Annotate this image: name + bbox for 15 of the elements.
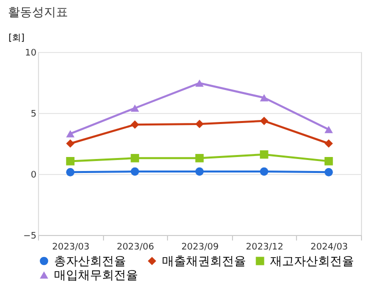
x-tick-label: 2023/09: [181, 242, 219, 252]
y-tick-label: 10: [25, 48, 37, 58]
y-tick-label: 5: [30, 110, 36, 120]
x-tick-label: 2023/03: [52, 242, 90, 252]
legend-label: 매출채권회전율: [162, 254, 246, 268]
chart-title: 활동성지표: [8, 5, 68, 19]
x-tick-label: 2024/03: [310, 242, 348, 252]
legend-label: 총자산회전율: [54, 254, 126, 268]
y-tick-label: 0: [30, 170, 37, 180]
legend-label: 재고자산회전율: [270, 254, 354, 268]
legend-label: 매입채무회전율: [54, 268, 138, 282]
y-axis-title: [회]: [8, 34, 25, 44]
y-tick-label: −5: [23, 232, 36, 242]
x-tick-label: 2023/12: [246, 242, 284, 252]
x-tick-label: 2023/06: [116, 242, 154, 252]
